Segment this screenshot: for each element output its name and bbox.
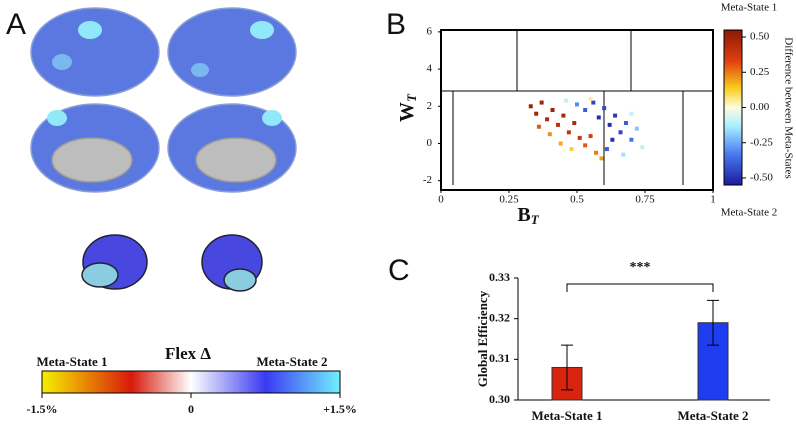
point [602, 106, 607, 111]
y-tick-label: 6 [427, 25, 433, 37]
point [583, 108, 588, 112]
y-tick-label: 0 [427, 137, 433, 149]
y-tick-label: 0.33 [489, 270, 510, 284]
y-axis-label: WT [396, 93, 419, 122]
point [555, 122, 560, 127]
legend-title: Flex Δ [165, 344, 211, 363]
point [623, 121, 628, 126]
y-tick-label: 4 [427, 63, 433, 75]
tick-label: 0 [188, 402, 194, 416]
point [629, 111, 634, 116]
point [566, 130, 571, 135]
point [545, 117, 550, 122]
colorbar-label: Difference between Meta-States [782, 37, 794, 179]
point [596, 115, 601, 120]
legend-label: Meta-State 1 [36, 354, 107, 369]
x-axis-label: BT [517, 204, 539, 227]
point [583, 143, 588, 148]
point [604, 147, 609, 152]
point [640, 145, 645, 150]
colorbar-tick-label: -0.50 [750, 171, 773, 183]
point [610, 137, 615, 142]
legend-label: Meta-State 2 [256, 354, 327, 369]
x-tick-label: 0.25 [499, 194, 519, 206]
y-tick-label: 0.30 [489, 392, 510, 406]
point [550, 108, 555, 112]
x-tick-label: 0.5 [570, 194, 584, 206]
y-tick-label: 2 [427, 100, 433, 112]
x-tick-label: Meta-State 1 [531, 408, 602, 423]
point [613, 113, 618, 118]
point [634, 126, 639, 131]
colorbar-end-label: Meta-State 1 [721, 2, 778, 14]
x-axis-label-main: B [517, 204, 530, 226]
x-tick-label: Meta-State 2 [677, 408, 748, 423]
tick-label: -1.5% [27, 402, 58, 416]
plot-area [440, 29, 714, 191]
colorbar-end-label: Meta-State 2 [721, 207, 778, 219]
point [536, 124, 541, 129]
x-tick-label: 0.75 [635, 194, 655, 206]
point [588, 134, 593, 139]
point [564, 98, 569, 103]
y-axis-label: Global Efficiency [475, 290, 490, 387]
point [569, 147, 574, 152]
y-tick-label: 0.31 [489, 351, 510, 365]
point [534, 111, 539, 116]
point [599, 156, 604, 161]
point [618, 130, 623, 135]
point [558, 141, 563, 146]
significance-label: *** [630, 260, 651, 275]
point [572, 121, 577, 126]
error-bar [707, 299, 719, 346]
colorbar-tick-label: 0.50 [750, 31, 770, 43]
x-tick-label: 1 [710, 194, 716, 206]
colorbar-tick-label: 0.25 [750, 66, 770, 78]
point [575, 102, 579, 107]
x-axis-label-sub: T [531, 212, 540, 227]
point [594, 150, 599, 155]
error-bar [561, 344, 573, 391]
point [621, 152, 626, 157]
y-axis-label-main: W [396, 102, 418, 122]
point [629, 137, 634, 142]
y-axis-label-sub: T [404, 93, 419, 102]
tick-label: +1.5% [323, 402, 357, 416]
brain-renderings [30, 7, 297, 292]
panel-label: C [388, 254, 410, 287]
colorbar [723, 29, 743, 186]
y-tick-label: 0.32 [489, 310, 510, 324]
point [528, 104, 533, 109]
y-tick-label: -2 [423, 174, 432, 186]
colorbar-tick-label: 0.00 [750, 101, 770, 113]
point [539, 100, 544, 105]
panel-label: A [6, 8, 26, 41]
point [561, 113, 566, 118]
panel-label: B [386, 8, 406, 41]
point [547, 132, 552, 137]
colorbar-tick-label: -0.25 [750, 136, 773, 148]
significance-bracket [566, 283, 714, 292]
point [607, 122, 612, 127]
colorbar [41, 370, 341, 394]
point [577, 135, 582, 140]
point [588, 96, 593, 101]
x-tick-label: 0 [438, 194, 444, 206]
point [591, 100, 596, 105]
